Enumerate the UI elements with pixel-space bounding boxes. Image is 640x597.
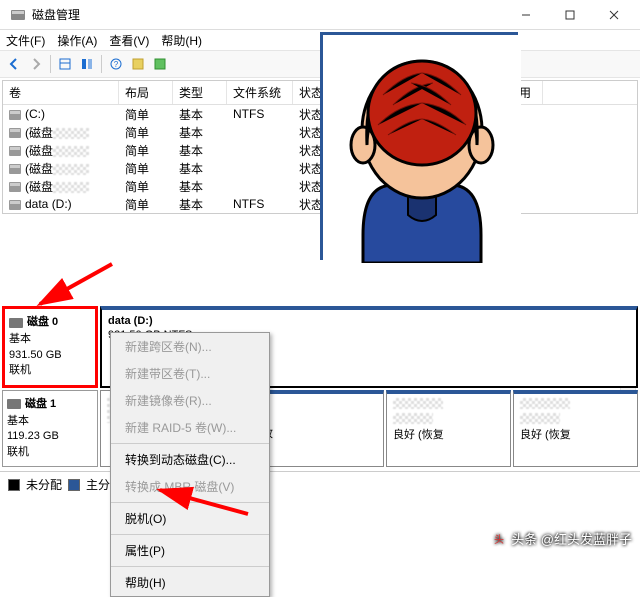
menu-help[interactable]: 帮助(H) (161, 32, 202, 49)
ctx-help[interactable]: 帮助(H) (111, 569, 269, 596)
disk-0-size: 931.50 GB (9, 348, 91, 363)
svg-text:头: 头 (494, 534, 504, 546)
help-button[interactable]: ? (106, 54, 126, 74)
disk-1-info[interactable]: 磁盘 1 基本 119.23 GB 联机 (2, 390, 98, 468)
menu-file[interactable]: 文件(F) (6, 32, 45, 49)
disk-0-name: 磁盘 0 (27, 315, 58, 330)
disk-1-type: 基本 (7, 414, 93, 429)
ctx-new-raid5[interactable]: 新建 RAID-5 卷(W)... (111, 414, 269, 441)
ctx-offline[interactable]: 脱机(O) (111, 505, 269, 532)
col-layout[interactable]: 布局 (119, 81, 173, 104)
legend-primary-swatch (68, 479, 80, 491)
part-title: data (D:) (108, 315, 153, 327)
disk-panel: 磁盘 0 基本 931.50 GB 联机 data (D:) 931.50 GB… (2, 306, 638, 467)
col-fs[interactable]: 文件系统 (227, 81, 293, 104)
app-icon (10, 7, 26, 23)
ctx-properties[interactable]: 属性(P) (111, 537, 269, 564)
legend-unalloc: 未分配 (26, 476, 62, 493)
props-button[interactable] (128, 54, 148, 74)
svg-text:?: ? (114, 60, 119, 69)
partition[interactable]: 良好 (恢复 (513, 390, 638, 468)
legend: 未分配 主分区 (0, 471, 640, 497)
col-type[interactable]: 类型 (173, 81, 227, 104)
ctx-convert-mbr[interactable]: 转换成 MBR 磁盘(V) (111, 473, 269, 500)
forward-button[interactable] (26, 54, 46, 74)
close-button[interactable] (592, 1, 636, 29)
settings-button[interactable] (150, 54, 170, 74)
ctx-new-mirror[interactable]: 新建镜像卷(R)... (111, 387, 269, 414)
disk-1-size: 119.23 GB (7, 429, 93, 444)
disk-icon (9, 318, 23, 328)
title-bar: 磁盘管理 (0, 0, 640, 30)
col-volume[interactable]: 卷 (3, 81, 119, 104)
maximize-button[interactable] (548, 1, 592, 29)
disk-0-type: 基本 (9, 332, 91, 347)
disk-0-info[interactable]: 磁盘 0 基本 931.50 GB 联机 (2, 306, 98, 388)
ctx-new-stripe[interactable]: 新建带区卷(T)... (111, 360, 269, 387)
menu-view[interactable]: 查看(V) (109, 32, 149, 49)
avatar-overlay (320, 32, 518, 260)
partition[interactable]: 良好 (恢复 (386, 390, 511, 468)
minimize-button[interactable] (504, 1, 548, 29)
disk-icon (7, 399, 21, 409)
context-menu: 新建跨区卷(N)... 新建带区卷(T)... 新建镜像卷(R)... 新建 R… (110, 332, 270, 597)
menu-action[interactable]: 操作(A) (57, 32, 97, 49)
view-list-button[interactable] (55, 54, 75, 74)
disk-0-state: 联机 (9, 363, 91, 378)
ctx-convert-dynamic[interactable]: 转换到动态磁盘(C)... (111, 446, 269, 473)
window-title: 磁盘管理 (32, 6, 504, 23)
ctx-new-span[interactable]: 新建跨区卷(N)... (111, 333, 269, 360)
back-button[interactable] (4, 54, 24, 74)
disk-1-name: 磁盘 1 (25, 397, 56, 412)
legend-unalloc-swatch (8, 479, 20, 491)
refresh-button[interactable] (77, 54, 97, 74)
watermark: 头 头条 @红头发蓝胖子 (491, 529, 632, 548)
disk-1-state: 联机 (7, 445, 93, 460)
